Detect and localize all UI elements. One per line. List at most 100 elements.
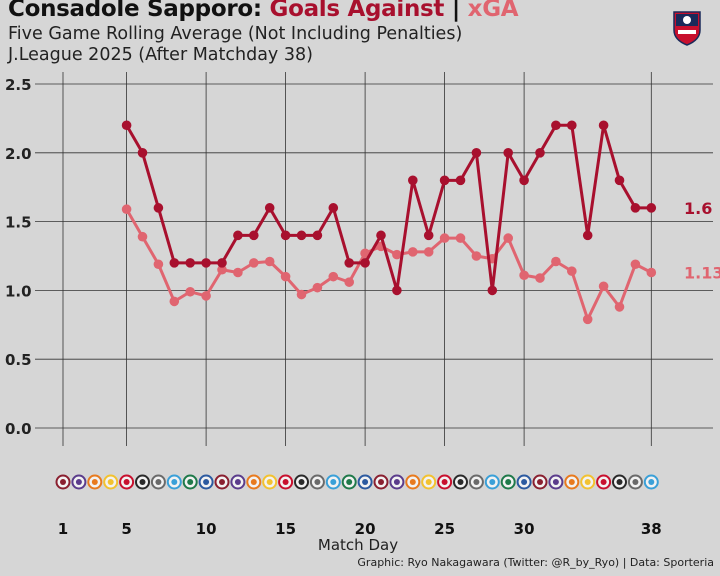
data-point-goals_against	[201, 258, 211, 268]
opponent-logo-dot	[600, 479, 607, 485]
data-point-goals_against	[312, 230, 323, 241]
data-point-goals_against	[121, 120, 132, 131]
opponent-logo-dot	[298, 479, 305, 485]
data-point-goals_against	[567, 120, 577, 131]
x-tick-label: 1	[58, 520, 68, 538]
data-point-xga	[360, 248, 370, 259]
opponent-logo-dot	[568, 479, 575, 485]
data-point-goals_against	[280, 230, 291, 241]
opponent-logo-dot	[234, 479, 241, 485]
data-point-xga	[217, 264, 227, 275]
y-tick-label: 0.0	[5, 420, 32, 438]
x-tick-label: 20	[355, 520, 376, 538]
opponent-logo-dot	[441, 479, 448, 485]
data-point-xga	[646, 267, 657, 278]
data-point-goals_against	[630, 203, 641, 213]
opponent-logo-dot	[282, 479, 289, 485]
opponent-logo-dot	[203, 479, 210, 485]
opponent-logo-dot	[537, 479, 543, 485]
title-team: Consadole Sapporo:	[8, 0, 262, 22]
data-point-goals_against	[153, 203, 164, 213]
title-goals-against: Goals Against	[269, 0, 445, 22]
data-point-xga	[233, 267, 243, 278]
x-tick-label: 30	[514, 520, 535, 538]
data-point-goals_against	[582, 230, 593, 241]
x-tick-label: 5	[121, 520, 131, 538]
data-point-goals_against	[217, 258, 227, 268]
data-point-goals_against	[551, 120, 561, 131]
data-point-goals_against	[344, 258, 355, 268]
data-point-goals_against	[376, 230, 386, 241]
opponent-logo-dot	[91, 479, 98, 485]
data-point-goals_against	[503, 148, 513, 158]
opponent-logo-dot	[378, 479, 384, 485]
data-point-xga	[153, 259, 164, 270]
data-point-xga	[264, 256, 275, 267]
opponent-logo-dot	[648, 479, 655, 485]
opponent-logo-dot	[250, 479, 257, 485]
x-axis: 1 5 10 15 20 25 30 38	[58, 520, 662, 538]
data-point-xga	[121, 204, 132, 215]
y-tick-label: 1.0	[5, 282, 32, 300]
credit-text: Graphic: Ryo Nakagawara (Twitter: @R_by_…	[357, 556, 714, 569]
opponent-logo-dot	[139, 479, 146, 485]
end-label-goals_against: 1.6	[684, 199, 712, 218]
data-point-xga	[423, 247, 434, 257]
data-point-goals_against	[423, 230, 434, 241]
series-layer	[121, 120, 657, 325]
data-point-xga	[392, 249, 402, 260]
data-point-goals_against	[614, 175, 625, 186]
data-point-xga	[280, 271, 291, 282]
data-point-xga	[551, 256, 561, 267]
x-tick-label: 25	[434, 520, 455, 538]
opponent-logo-dot	[155, 479, 162, 485]
x-tick-label: 15	[275, 520, 296, 538]
data-point-xga	[249, 258, 259, 268]
opponent-logo-dot	[552, 479, 559, 485]
opponent-logo-dot	[393, 479, 400, 485]
opponent-logo-dot	[616, 479, 623, 485]
data-point-xga	[471, 251, 482, 261]
end-labels: 1.13 1.6	[684, 199, 720, 283]
grid-layer	[35, 72, 713, 446]
opponent-logo-dot	[314, 479, 321, 485]
data-point-xga	[408, 247, 418, 257]
data-point-xga	[312, 282, 323, 293]
end-label-xga: 1.13	[684, 264, 720, 283]
data-point-xga	[296, 289, 307, 300]
data-point-goals_against	[455, 175, 466, 186]
opponent-logo-dot	[584, 479, 591, 485]
opponent-logo-dot	[521, 479, 528, 485]
title-separator: |	[451, 0, 460, 22]
data-point-goals_against	[487, 285, 498, 296]
opponent-logo-dot	[362, 479, 369, 485]
data-point-goals_against	[233, 230, 243, 241]
opponent-logo-dot	[346, 479, 353, 485]
data-point-goals_against	[264, 203, 275, 213]
data-point-xga	[439, 233, 450, 243]
x-tick-label: 38	[641, 520, 662, 538]
data-point-goals_against	[185, 258, 195, 268]
data-point-goals_against	[471, 148, 482, 158]
title-xga: xGA	[467, 0, 519, 22]
opponent-logo-dot	[266, 479, 273, 485]
data-point-goals_against	[598, 120, 609, 131]
opponent-logo-dot	[632, 479, 639, 485]
opponent-logo-dot	[75, 479, 82, 485]
data-point-goals_against	[296, 230, 307, 241]
opponent-logo-row	[55, 474, 659, 490]
data-point-xga	[598, 281, 609, 292]
data-point-xga	[582, 314, 593, 325]
opponent-logo-dot	[457, 479, 464, 485]
data-point-xga	[201, 291, 211, 301]
data-point-goals_against	[439, 175, 450, 186]
data-point-xga	[630, 259, 641, 270]
data-point-goals_against	[646, 203, 657, 213]
series-line-goals_against	[125, 123, 652, 292]
data-point-goals_against	[408, 175, 418, 186]
data-point-xga	[614, 302, 625, 312]
opponent-logo-dot	[171, 479, 178, 485]
data-point-goals_against	[169, 258, 180, 268]
opponent-logo-dot	[489, 479, 496, 485]
